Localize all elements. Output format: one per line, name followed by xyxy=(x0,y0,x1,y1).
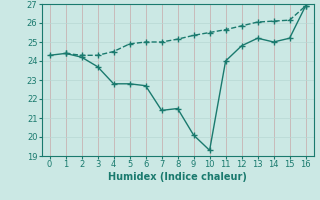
X-axis label: Humidex (Indice chaleur): Humidex (Indice chaleur) xyxy=(108,172,247,182)
